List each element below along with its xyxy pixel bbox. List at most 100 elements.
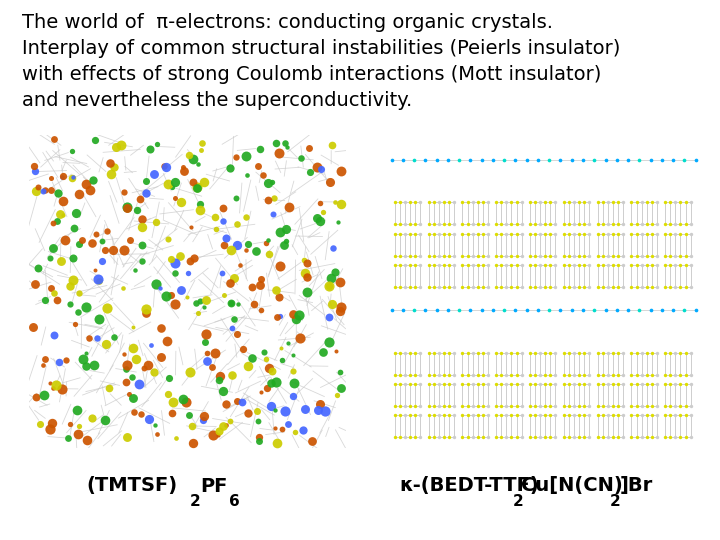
Point xyxy=(670,220,681,228)
Point xyxy=(626,411,637,420)
Point xyxy=(190,299,202,307)
Point xyxy=(449,261,460,269)
Point xyxy=(539,251,551,260)
Point xyxy=(323,313,334,321)
Point xyxy=(178,163,189,171)
Point xyxy=(651,411,662,420)
Point xyxy=(566,156,577,164)
Point xyxy=(302,259,313,268)
Point xyxy=(66,173,78,182)
Point xyxy=(444,282,455,291)
Point xyxy=(534,433,546,442)
Point xyxy=(92,275,104,284)
Point xyxy=(400,380,411,388)
Point xyxy=(438,380,450,388)
Point xyxy=(177,394,189,403)
Point xyxy=(467,230,478,238)
Point xyxy=(415,433,426,442)
Point xyxy=(482,261,494,269)
Point xyxy=(169,269,181,278)
Point xyxy=(617,251,629,260)
Point xyxy=(294,334,305,342)
Point xyxy=(408,306,420,315)
Point xyxy=(201,357,212,366)
Point xyxy=(389,380,400,388)
Point xyxy=(318,347,329,356)
Point xyxy=(490,261,502,269)
Point xyxy=(428,220,439,228)
Point xyxy=(330,347,342,356)
Point xyxy=(472,402,483,410)
Point xyxy=(169,300,181,308)
Point xyxy=(660,370,671,379)
Point xyxy=(123,390,135,399)
Point xyxy=(685,402,696,410)
Point xyxy=(467,380,478,388)
Point xyxy=(472,370,483,379)
Point xyxy=(641,282,652,291)
Point xyxy=(534,282,546,291)
Point xyxy=(505,220,517,228)
Point xyxy=(602,261,613,269)
Point xyxy=(477,370,489,379)
Point xyxy=(656,306,667,315)
Point xyxy=(660,282,671,291)
Point xyxy=(495,402,507,410)
Point xyxy=(626,348,637,357)
Point xyxy=(89,265,101,274)
Point xyxy=(442,306,454,315)
Point xyxy=(685,370,696,379)
Point xyxy=(227,324,238,333)
Point xyxy=(651,220,662,228)
Point xyxy=(573,411,585,420)
Point xyxy=(395,348,406,357)
Point xyxy=(549,220,561,228)
Point xyxy=(679,156,690,164)
Point xyxy=(544,156,555,164)
Point xyxy=(269,406,281,414)
Point xyxy=(685,433,696,442)
Point xyxy=(631,370,642,379)
Point xyxy=(529,348,541,357)
Point xyxy=(495,261,507,269)
Point xyxy=(423,220,434,228)
Point xyxy=(482,198,494,207)
Point xyxy=(317,208,328,217)
Point xyxy=(242,409,253,417)
Point xyxy=(155,324,166,333)
Point xyxy=(258,347,270,356)
Point xyxy=(217,387,229,396)
Point xyxy=(88,176,99,184)
Point xyxy=(651,433,662,442)
Point xyxy=(549,282,561,291)
Point xyxy=(563,230,575,238)
Point xyxy=(233,300,244,309)
Point xyxy=(539,282,551,291)
Point xyxy=(324,282,336,291)
Point xyxy=(524,261,536,269)
Point xyxy=(592,402,603,410)
Point xyxy=(151,139,163,148)
Point xyxy=(161,163,172,171)
Point xyxy=(282,339,294,348)
Point xyxy=(449,251,460,260)
Point xyxy=(505,282,517,291)
Point xyxy=(143,415,154,424)
Point xyxy=(660,198,671,207)
Point xyxy=(389,348,400,357)
Point xyxy=(626,282,637,291)
Point xyxy=(592,370,603,379)
Point xyxy=(454,156,465,164)
Point xyxy=(240,246,251,254)
Point xyxy=(395,380,406,388)
Point xyxy=(634,306,645,315)
Point xyxy=(433,251,445,260)
Point xyxy=(568,433,580,442)
Point xyxy=(612,348,624,357)
Point xyxy=(93,277,104,286)
Point xyxy=(39,296,50,305)
Point xyxy=(631,198,642,207)
Point xyxy=(600,306,611,315)
Point xyxy=(271,139,282,147)
Point xyxy=(558,348,570,357)
